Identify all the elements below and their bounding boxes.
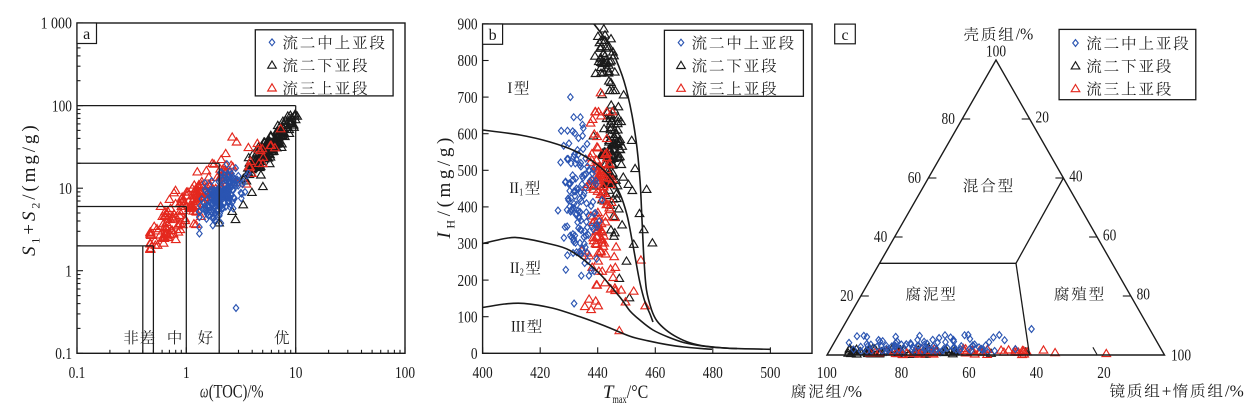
svg-text:10: 10 xyxy=(289,363,302,382)
svg-text:80: 80 xyxy=(942,109,955,128)
svg-text:800: 800 xyxy=(458,51,478,70)
svg-text:400: 400 xyxy=(473,363,493,382)
svg-text:b: b xyxy=(489,27,497,44)
svg-text:60: 60 xyxy=(908,168,921,187)
svg-text:/%: /% xyxy=(1016,25,1033,44)
svg-text:480: 480 xyxy=(703,363,723,382)
svg-text:300: 300 xyxy=(458,234,478,253)
svg-text:200: 200 xyxy=(458,271,478,290)
svg-text:500: 500 xyxy=(458,161,478,180)
svg-text:500: 500 xyxy=(760,363,780,382)
svg-text:40: 40 xyxy=(1069,167,1082,186)
svg-text:40: 40 xyxy=(1030,363,1043,382)
svg-text:II: II xyxy=(509,180,518,197)
svg-text:420: 420 xyxy=(530,363,550,382)
svg-text:III: III xyxy=(511,319,525,336)
svg-text:1: 1 xyxy=(65,261,72,280)
svg-text:(TOC)/%: (TOC)/% xyxy=(209,383,264,403)
svg-text:700: 700 xyxy=(458,88,478,107)
svg-text:2: 2 xyxy=(520,267,524,278)
svg-text:60: 60 xyxy=(1103,226,1116,245)
svg-text:c: c xyxy=(841,27,848,44)
svg-text:20: 20 xyxy=(1097,363,1110,382)
svg-text:T: T xyxy=(603,382,615,403)
svg-text:+: + xyxy=(1162,382,1172,401)
svg-text:80: 80 xyxy=(895,363,908,382)
svg-text:/°C: /°C xyxy=(627,382,648,403)
svg-text:a: a xyxy=(83,26,90,43)
svg-text:80: 80 xyxy=(1137,285,1150,304)
svg-text:60: 60 xyxy=(962,363,975,382)
svg-text:20: 20 xyxy=(840,286,853,305)
svg-text:0.1: 0.1 xyxy=(69,363,86,382)
svg-text:0.1: 0.1 xyxy=(55,344,72,363)
svg-text:1: 1 xyxy=(519,187,523,198)
svg-text:1 000: 1 000 xyxy=(41,14,72,33)
svg-text:20: 20 xyxy=(1036,108,1049,127)
svg-text:I: I xyxy=(508,80,513,97)
svg-text:0: 0 xyxy=(471,344,478,363)
svg-text:460: 460 xyxy=(645,363,665,382)
svg-text:40: 40 xyxy=(874,227,887,246)
svg-text:1: 1 xyxy=(183,363,190,382)
svg-text:10: 10 xyxy=(59,179,72,198)
svg-text:100: 100 xyxy=(52,96,72,115)
svg-text:100: 100 xyxy=(986,42,1006,61)
svg-text:IH/(mg/g): IH/(mg/g) xyxy=(434,134,458,239)
svg-text:100: 100 xyxy=(817,363,837,382)
svg-text:400: 400 xyxy=(458,198,478,217)
svg-text:/%: /% xyxy=(843,382,862,401)
svg-text:/%: /% xyxy=(1225,382,1244,401)
svg-text:100: 100 xyxy=(1171,346,1191,365)
svg-text:600: 600 xyxy=(458,124,478,143)
svg-text:II: II xyxy=(510,260,519,277)
svg-text:100: 100 xyxy=(458,307,478,326)
svg-text:900: 900 xyxy=(458,15,478,34)
svg-text:S1+S2/(mg/g): S1+S2/(mg/g) xyxy=(19,122,43,256)
svg-text:ω: ω xyxy=(200,383,208,403)
svg-text:max: max xyxy=(612,392,626,406)
svg-text:440: 440 xyxy=(588,363,608,382)
svg-text:100: 100 xyxy=(395,363,415,382)
